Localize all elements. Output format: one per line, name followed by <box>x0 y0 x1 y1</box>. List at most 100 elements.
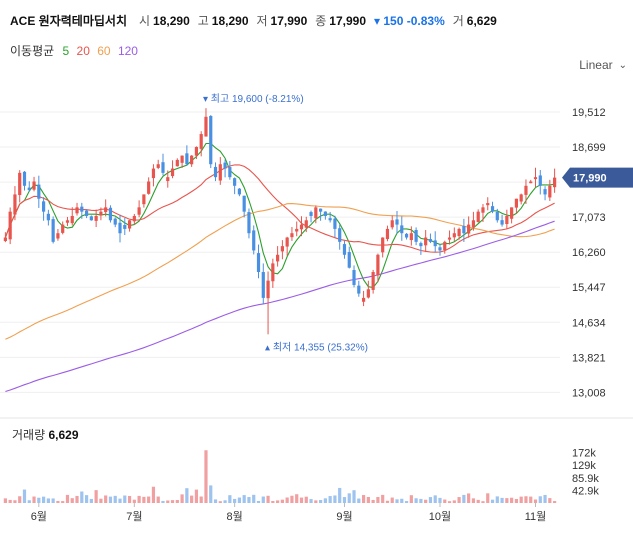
volume-bar <box>237 497 242 503</box>
scale-label: Linear <box>579 58 613 72</box>
candle <box>22 171 27 191</box>
volume-bar <box>318 499 323 503</box>
candle <box>261 263 265 305</box>
volume-bar <box>13 500 17 503</box>
candle <box>84 209 89 219</box>
ma-20[interactable]: 20 <box>76 44 90 58</box>
candle <box>333 215 337 238</box>
ma-title: 이동평균 <box>10 44 55 58</box>
candle <box>147 177 151 195</box>
volume-bar <box>361 495 366 503</box>
ma-5-line <box>4 142 555 289</box>
volume-bar <box>395 499 399 503</box>
volume-bar <box>194 489 199 503</box>
candle <box>428 233 433 244</box>
volume-bar <box>137 495 141 503</box>
volume-bar <box>290 495 294 503</box>
volume-bar <box>190 495 194 503</box>
volume-bar <box>490 499 495 503</box>
candle <box>8 207 12 245</box>
volume-bar <box>280 499 284 503</box>
volume-bar <box>419 498 423 503</box>
candle <box>209 115 213 169</box>
candle <box>13 186 17 221</box>
volume-bar <box>428 497 433 503</box>
scale-selector[interactable]: Linear ⌄ <box>579 58 627 72</box>
volume-bar <box>371 499 375 503</box>
volume-bar <box>271 500 275 503</box>
candle <box>361 290 366 307</box>
volume-bar <box>553 501 557 503</box>
time-tick-label: 6월 <box>31 510 47 523</box>
candle <box>256 244 261 279</box>
grid-lines <box>0 111 560 393</box>
candle <box>252 225 256 255</box>
volume-bar <box>147 496 151 503</box>
volume-bar <box>213 499 218 503</box>
volume-bar <box>247 497 251 503</box>
candle <box>218 157 222 185</box>
volume-bar <box>118 498 122 503</box>
ma-5[interactable]: 5 <box>62 44 70 58</box>
price-tick-label: 14,634 <box>572 317 606 329</box>
volume-bar <box>166 500 170 503</box>
candle <box>385 225 390 242</box>
candle <box>61 221 65 235</box>
volume-bar <box>452 500 456 503</box>
volume-bar <box>328 496 332 503</box>
candle <box>233 177 237 195</box>
candle <box>467 216 471 238</box>
volume-bar <box>462 494 466 503</box>
candle <box>151 164 156 187</box>
volume-bar <box>519 496 523 503</box>
candle <box>304 216 308 233</box>
change-value: ▾ 150 -0.83% <box>374 14 445 28</box>
candle <box>27 181 31 192</box>
ma-60[interactable]: 60 <box>97 44 111 58</box>
volume-bar <box>180 494 184 503</box>
volume-bar <box>457 497 461 503</box>
volume-bar <box>113 495 117 503</box>
high-value: 18,290 <box>211 14 249 28</box>
candle <box>37 175 41 208</box>
candle <box>500 214 504 227</box>
candle <box>18 170 22 203</box>
volume-bar <box>543 494 547 503</box>
candle <box>533 167 538 188</box>
candle <box>75 202 79 216</box>
candle <box>505 209 509 229</box>
candle <box>99 207 103 221</box>
candle <box>510 207 514 224</box>
candle <box>309 210 313 223</box>
candles <box>3 108 557 335</box>
volume-bar <box>299 497 304 503</box>
volume-bar <box>127 495 132 503</box>
candle <box>443 240 447 254</box>
volume-bar <box>342 497 347 503</box>
candle <box>127 220 132 232</box>
candle <box>357 280 361 297</box>
high-marker-label: ▾ 최고 19,600 (-8.21%) <box>203 93 304 105</box>
candle <box>94 209 98 228</box>
candle <box>462 218 466 242</box>
candle <box>118 214 122 243</box>
volume-bar <box>476 499 480 503</box>
candle <box>409 226 413 246</box>
volume-tick-label: 42.9k <box>572 485 599 497</box>
volume-bar <box>46 498 50 503</box>
volume-bar <box>75 495 79 503</box>
candle <box>166 170 170 188</box>
volume-bar <box>467 493 471 503</box>
volume-bar <box>443 499 447 503</box>
candle <box>204 108 208 137</box>
candle <box>519 193 523 205</box>
volume-bar <box>261 496 265 503</box>
volume-bar <box>41 496 46 503</box>
volume-bar <box>347 493 351 503</box>
candle <box>175 158 179 167</box>
volume-bar <box>8 499 12 503</box>
volume-bar <box>56 500 60 503</box>
ma-120[interactable]: 120 <box>117 44 138 58</box>
